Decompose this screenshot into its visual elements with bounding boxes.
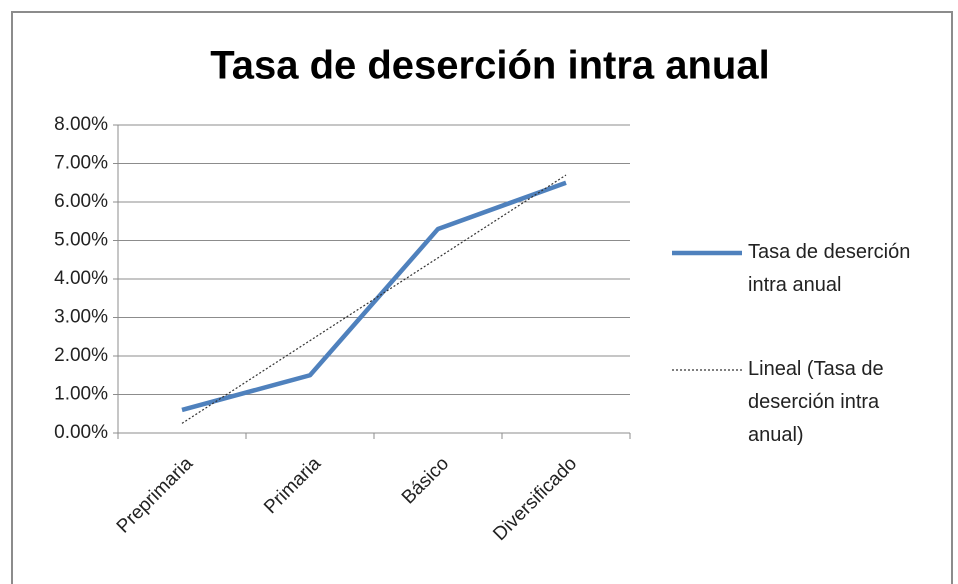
y-tick-label: 7.00%	[54, 153, 108, 174]
series-line	[181, 180, 567, 413]
chart-title: Tasa de deserción intra anual	[210, 44, 769, 88]
y-tick-label: 1.00%	[54, 384, 108, 405]
y-tick-label: 6.00%	[54, 191, 108, 212]
legend-label: Tasa de deserción intra anual	[748, 241, 911, 296]
y-tick-label: 2.00%	[54, 345, 108, 366]
y-tick-label: 3.00%	[54, 307, 108, 328]
legend-label: Lineal (Tasa de deserción intra anual)	[748, 358, 884, 446]
chart-frame	[11, 11, 953, 584]
y-tick-label: 0.00%	[54, 422, 108, 443]
y-tick-label: 4.00%	[54, 268, 108, 289]
y-tick-label: 8.00%	[54, 114, 108, 135]
y-tick-label: 5.00%	[54, 230, 108, 251]
series-line	[181, 174, 567, 424]
